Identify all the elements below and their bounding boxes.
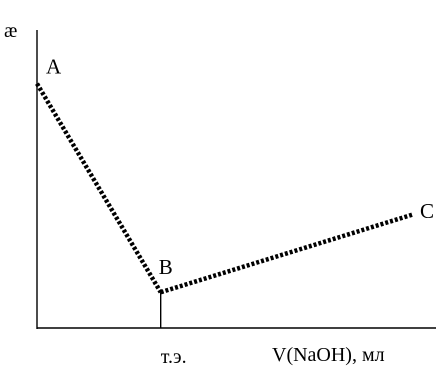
series-segment-ab <box>35 82 163 294</box>
series-segment-bc <box>160 212 413 295</box>
point-label-c: C <box>420 199 434 223</box>
x-axis-label: V(NaOH), мл <box>272 344 385 366</box>
series-layer: A B C <box>35 55 434 295</box>
y-axis-label: æ <box>4 20 17 42</box>
equivalence-point-label: т.э. <box>161 346 187 368</box>
point-label-b: B <box>159 255 173 279</box>
point-label-a: A <box>46 55 62 79</box>
